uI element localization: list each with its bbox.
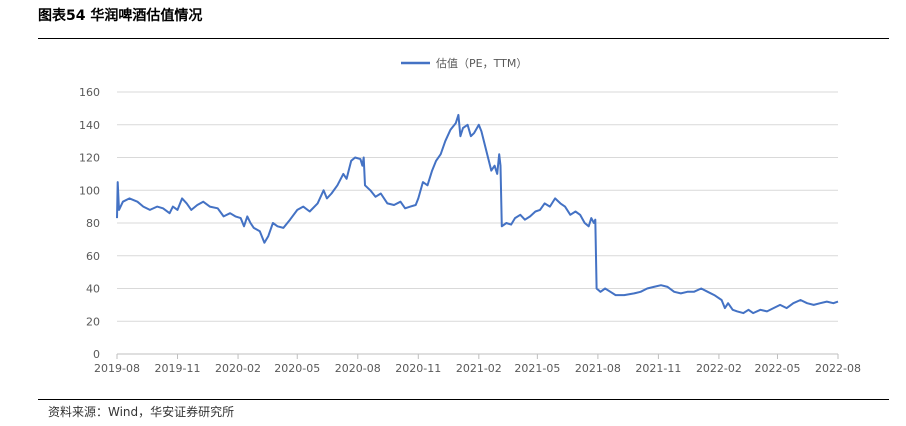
x-tick-label: 2020-11	[395, 362, 441, 375]
pe-valuation-line-chart: 0 20 40 60 80 100 120 140 160 2019-08 2019-11 2020…	[79, 57, 861, 375]
y-tick-label: 120	[79, 152, 100, 165]
x-tick-label: 2021-05	[514, 362, 560, 375]
x-tick-label: 2021-08	[575, 362, 621, 375]
x-tick-label: 2022-05	[754, 362, 800, 375]
x-tick-label: 2022-08	[815, 362, 861, 375]
footer-rule	[38, 399, 889, 400]
y-axis-ticks: 0 20 40 60 80 100 120 140 160	[79, 86, 100, 361]
x-tick-label: 2020-05	[274, 362, 320, 375]
x-tick-label: 2021-02	[456, 362, 502, 375]
y-tick-label: 80	[86, 217, 100, 230]
x-tick-label: 2019-11	[155, 362, 201, 375]
series-line	[116, 113, 839, 315]
legend-label: 估值（PE，TTM）	[436, 57, 527, 70]
series-layer	[116, 113, 839, 315]
y-tick-label: 60	[86, 250, 100, 263]
y-tick-label: 160	[79, 86, 100, 99]
x-tick-label: 2020-08	[335, 362, 381, 375]
legend: 估值（PE，TTM）	[401, 57, 527, 70]
y-tick-label: 0	[93, 348, 100, 361]
y-tick-label: 100	[79, 184, 100, 197]
source-note: 资料来源：Wind，华安证券研究所	[48, 405, 235, 419]
y-tick-label: 140	[79, 119, 100, 132]
x-tick-label: 2019-08	[94, 362, 140, 375]
x-tick-label: 2020-02	[215, 362, 261, 375]
gridlines	[117, 91, 838, 322]
y-tick-label: 20	[86, 315, 100, 328]
y-tick-label: 40	[86, 283, 100, 296]
x-axis: 2019-08 2019-11 2020-02 2020-05 2020-08 2020-…	[94, 353, 861, 375]
x-tick-label: 2022-02	[696, 362, 742, 375]
x-tick-label: 2021-11	[635, 362, 681, 375]
title-underline	[38, 38, 889, 39]
figure-title: 图表54 华润啤酒估值情况	[38, 8, 203, 24]
